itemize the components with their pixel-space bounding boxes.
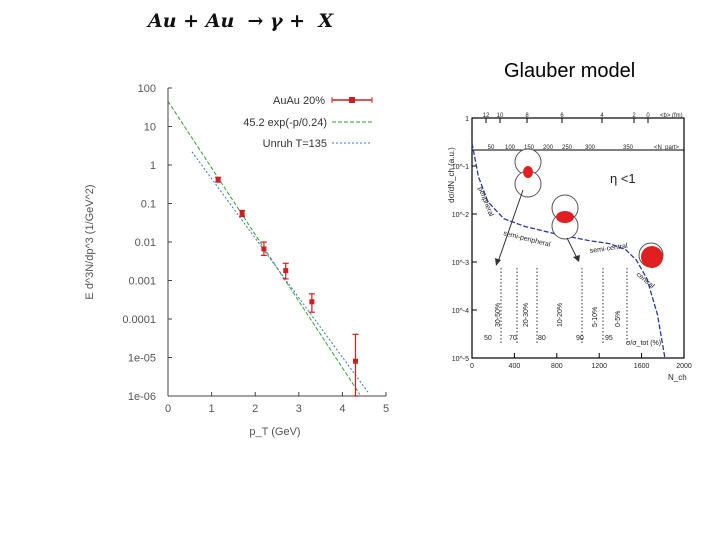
centrality-scale-tick-80: 80 [538,335,546,342]
right-top-npart-tick-label: 300 [585,145,596,151]
right-top-axis-npart-label: <N_part> [654,145,680,151]
left-y-tick-label: 0.001 [128,276,156,288]
data-point [309,299,315,305]
centrality-dividers [500,268,628,345]
left-y-tick-label: 1e-06 [128,391,156,403]
right-top-b-tick-label: 4 [600,113,604,119]
right-x-tick-label: 2000 [676,363,692,370]
centrality-bin-30-50: 30-50% [495,303,502,327]
data-point [239,210,245,216]
glauber-title: Glauber model [504,60,636,82]
left-y-ticks: 100 10 1 0.1 0.01 0.001 0.0001 1e-05 1e-06 [122,83,172,403]
left-x-tick-label: 2 [252,403,258,415]
right-top-npart-tick-label: 50 [488,145,495,151]
right-plot-frame [471,117,685,359]
left-y-tick-label: 0.1 [141,199,156,211]
right-x-tick-label: 0 [470,363,474,370]
right-x-axis-label: N_ch [668,373,687,382]
right-top-npart-tick-label: 150 [524,145,535,151]
left-x-tick-label: 3 [296,403,302,415]
data-point [283,268,289,274]
centrality-scale-label: σ/σ_tot (%) [626,340,661,347]
left-data-points [215,176,359,397]
right-curve [471,142,666,359]
left-x-tick-label: 1 [209,403,215,415]
left-x-tick-label: 4 [339,403,345,415]
region-label-central: central [635,271,656,290]
centrality-scale-tick-90: 90 [576,335,584,342]
right-x-tick-label: 1600 [634,363,650,370]
right-top-axis-b-label: <b> (fm) [660,113,683,119]
region-label-semi-central: semi-central [589,243,628,255]
equation-title: Au + Au → γ + X [148,10,334,32]
collision-central-illustration [638,242,664,268]
eta-annotation: η <1 [610,171,636,186]
centrality-bin-0-5: 0-5% [615,311,622,327]
legend-label-unruh: Unruh T=135 [263,138,327,150]
right-y-tick-label: 1 [465,116,469,123]
centrality-scale-tick-50: 50 [484,335,492,342]
right-top-npart-tick-label: 100 [505,145,516,151]
region-label-peripheral: peripheral [476,186,494,218]
data-point [215,177,221,183]
right-y-tick-label: 10^-2 [452,212,469,219]
data-point [261,246,267,252]
centrality-bin-20-30: 20-30% [523,303,530,327]
left-x-axis-label: p_T (GeV) [249,426,300,438]
collision-semicentral-illustration [551,194,580,262]
right-top-axis-b: 12 10 8 6 4 2 0 [483,113,650,123]
right-y-tick-label: 10^-5 [452,356,469,363]
right-x-tick-label: 400 [509,363,521,370]
unruh-line [191,151,369,394]
centrality-bin-5-10: 5-10% [592,307,599,327]
data-point [352,358,358,364]
right-top-npart-tick-label: 200 [543,145,554,151]
right-top-axis-npart: 50 100 150 200 250 300 350 [488,145,634,151]
left-y-tick-label: 10 [144,122,156,134]
right-y-tick-label: 10^-3 [452,260,469,267]
right-chart: 110^-110^-210^-310^-410^-5 0 400 800 1200 16… [447,113,692,382]
right-top-b-tick-label: 0 [646,113,650,119]
left-y-tick-label: 0.0001 [122,314,156,326]
right-top-npart-tick-label: 350 [623,145,634,151]
right-x-ticks: 0 400 800 1200 1600 2000 [470,353,692,370]
right-y-tick-label: 10^-4 [452,308,469,315]
left-x-ticks: 0 1 2 3 4 5 [165,392,389,415]
right-top-b-tick-label: 8 [525,113,529,119]
legend-label-auau: AuAu 20% [273,95,325,107]
left-chart: 100 10 1 0.1 0.01 0.001 0.0001 1e-05 1e-06 0 1 2 3 4… [84,83,389,438]
right-top-b-tick-label: 12 [483,113,490,119]
left-legend: AuAu 20% 45.2 exp(-p/0.24) Unruh T=135 [243,95,373,150]
right-top-b-tick-label: 2 [632,113,636,119]
centrality-bin-10-20: 10-20% [557,303,564,327]
left-y-tick-label: 0.01 [135,237,156,249]
right-top-b-tick-label: 6 [560,113,564,119]
right-top-b-tick-label: 10 [497,113,504,119]
region-label-semi-peripheral: semi-peripheral [503,230,552,249]
left-y-tick-label: 1e-05 [128,353,156,365]
legend-marker-auau [349,97,355,103]
right-y-axis-label: dσ/dN_ch (a.u.) [447,147,456,203]
collision-peripheral-illustration [495,148,542,266]
centrality-scale-tick-70: 70 [509,335,517,342]
right-x-tick-label: 1200 [591,363,607,370]
left-x-tick-label: 5 [383,403,389,415]
legend-label-exp: 45.2 exp(-p/0.24) [243,117,327,129]
centrality-scale-tick-95: 95 [605,335,613,342]
right-y-tick-label: 10^-1 [452,164,469,171]
right-top-npart-tick-label: 250 [562,145,573,151]
multiplicity-curve [471,142,666,359]
centrality-scale: 50 70 80 90 95 σ/σ_tot (%) [484,335,661,347]
left-y-tick-label: 1 [150,160,156,172]
left-y-tick-label: 100 [138,83,156,95]
left-x-tick-label: 0 [165,403,171,415]
right-x-tick-label: 800 [551,363,563,370]
left-y-axis-label: E d^3N/dp^3 (1/GeV^2) [84,184,96,299]
